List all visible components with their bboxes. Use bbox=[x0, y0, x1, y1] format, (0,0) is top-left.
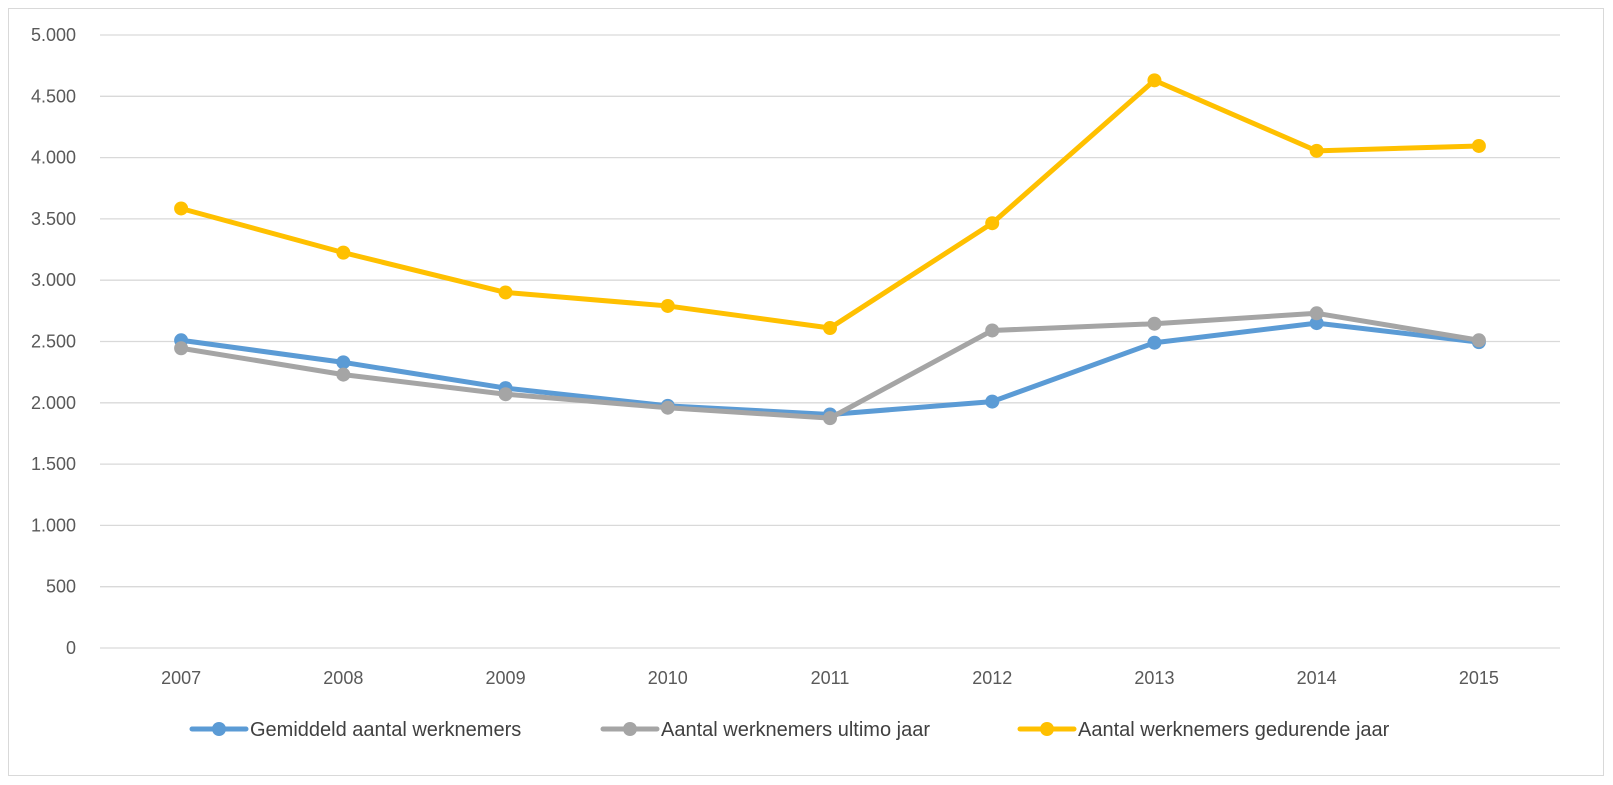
y-tick-label: 1.500 bbox=[31, 454, 76, 474]
data-point bbox=[985, 394, 1000, 409]
data-point bbox=[1309, 143, 1324, 158]
data-point bbox=[1147, 73, 1162, 88]
x-tick-label: 2007 bbox=[161, 668, 201, 688]
y-tick-label: 0 bbox=[66, 638, 76, 658]
y-tick-label: 4.500 bbox=[31, 86, 76, 106]
y-tick-label: 5.000 bbox=[31, 25, 76, 45]
gridlines bbox=[100, 34, 1560, 649]
x-tick-label: 2014 bbox=[1297, 668, 1337, 688]
data-point bbox=[985, 323, 1000, 338]
data-point bbox=[336, 245, 351, 260]
data-point bbox=[1147, 335, 1162, 350]
data-point bbox=[174, 201, 189, 216]
data-point bbox=[823, 321, 837, 336]
legend: Gemiddeld aantal werknemers Aantal werkne… bbox=[189, 719, 1390, 741]
y-tick-label: 2.000 bbox=[31, 393, 76, 413]
x-tick-label: 2012 bbox=[972, 668, 1012, 688]
data-point bbox=[336, 367, 351, 382]
data-point bbox=[1471, 138, 1486, 153]
legend-label: Aantal werknemers ultimo jaar bbox=[661, 719, 930, 741]
legend-item: Gemiddeld aantal werknemers bbox=[189, 719, 521, 741]
y-tick-label: 3.000 bbox=[31, 270, 76, 290]
data-point bbox=[336, 355, 351, 370]
x-tick-label: 2013 bbox=[1134, 668, 1174, 688]
x-tick-label: 2010 bbox=[648, 668, 688, 688]
y-tick-label: 1.000 bbox=[31, 515, 76, 535]
y-tick-label: 2.500 bbox=[31, 332, 76, 352]
legend-marker bbox=[623, 722, 637, 736]
legend-label: Aantal werknemers gedurende jaar bbox=[1078, 719, 1390, 741]
series-lines bbox=[174, 73, 1486, 426]
data-point bbox=[1309, 316, 1324, 331]
x-tick-label: 2011 bbox=[811, 668, 850, 688]
legend-label: Gemiddeld aantal werknemers bbox=[250, 719, 521, 741]
series-3 bbox=[174, 73, 1486, 336]
y-tick-label: 3.500 bbox=[31, 209, 76, 229]
data-point bbox=[498, 387, 513, 402]
legend-marker bbox=[212, 722, 226, 736]
x-axis-tick-labels: 2007 2008 2009 2010 2011 2012 2013 2014 2015 bbox=[161, 668, 1499, 688]
x-tick-label: 2009 bbox=[486, 668, 526, 688]
series-line bbox=[178, 77, 1482, 331]
data-point bbox=[660, 298, 675, 313]
y-tick-label: 4.000 bbox=[31, 148, 76, 168]
data-point bbox=[985, 216, 1000, 231]
series-line bbox=[178, 320, 1482, 417]
data-point bbox=[1471, 333, 1486, 348]
data-point bbox=[174, 341, 189, 356]
x-tick-label: 2008 bbox=[323, 668, 363, 688]
data-point bbox=[1309, 306, 1324, 321]
y-axis-tick-labels: 0 500 1.000 1.500 2.000 2.500 3.000 3.500 4.000 4… bbox=[31, 25, 76, 658]
legend-item: Aantal werknemers ultimo jaar bbox=[600, 719, 930, 741]
data-point bbox=[660, 400, 675, 415]
legend-item: Aantal werknemers gedurende jaar bbox=[1017, 719, 1390, 741]
data-point bbox=[1147, 316, 1162, 331]
legend-marker bbox=[1040, 722, 1054, 736]
x-tick-label: 2015 bbox=[1459, 668, 1499, 688]
data-point bbox=[498, 285, 513, 300]
data-point bbox=[823, 411, 837, 426]
y-tick-label: 500 bbox=[46, 577, 76, 597]
series-2 bbox=[174, 306, 1486, 426]
